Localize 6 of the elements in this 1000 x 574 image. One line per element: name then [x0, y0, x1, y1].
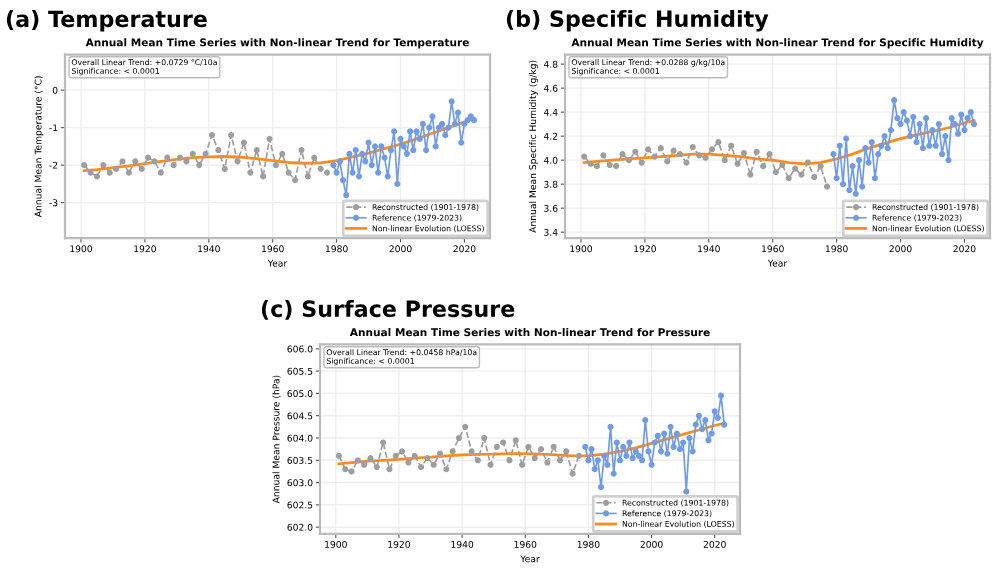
line-series — [335, 423, 582, 477]
line-series — [830, 97, 978, 197]
line-series — [337, 421, 726, 466]
chart-title: (a) Temperature — [6, 10, 207, 32]
chart-title: (c) Surface Pressure — [261, 299, 515, 320]
chart-title: (b) Specific Humidity — [506, 9, 769, 32]
